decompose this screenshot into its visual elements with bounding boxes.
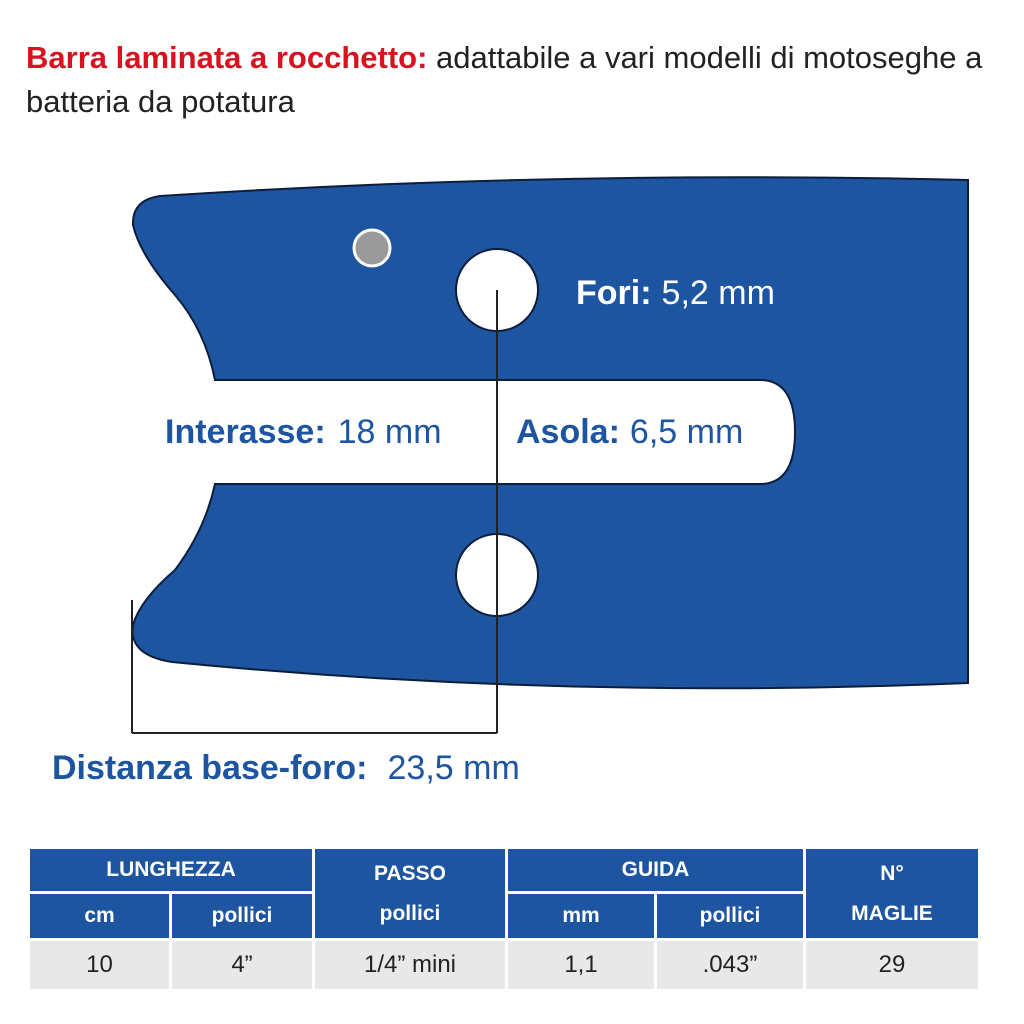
subheader-mm: mm xyxy=(508,894,654,938)
title-rest: adattabile a vari modelli di motoseghe a… xyxy=(26,40,983,119)
svg-text:Distanza base-foro:23,5 mm: Distanza base-foro: 23,5 mm xyxy=(52,749,520,787)
cell-pollici: 4” xyxy=(172,941,312,989)
rivet-dot xyxy=(352,228,392,268)
cell-mm: 1,1 xyxy=(508,941,654,989)
subheader-guida-pollici: pollici xyxy=(657,894,803,938)
svg-text:Asola:6,5 mm: Asola: 6,5 mm xyxy=(516,413,743,451)
dimension-lines xyxy=(131,290,498,734)
spec-table: LUNGHEZZA PASSO pollici GUIDA N° MAGLIE cm… xyxy=(27,846,981,992)
cell-maglie: 29 xyxy=(806,941,978,989)
svg-text:Interasse:18 mm: Interasse: 18 mm xyxy=(165,413,442,451)
cell-passo: 1/4” mini xyxy=(315,941,505,989)
interasse-value: 18 mm xyxy=(338,413,442,451)
header-passo: PASSO pollici xyxy=(315,849,505,938)
guide-bar-shape xyxy=(131,176,969,690)
subheader-passo-pollici: pollici xyxy=(379,901,441,925)
asola-value: 6,5 mm xyxy=(630,413,743,451)
cell-cm: 10 xyxy=(30,941,169,989)
header-n-label: N° xyxy=(880,861,904,885)
distanza-value: 23,5 mm xyxy=(388,749,520,787)
subheader-maglie: MAGLIE xyxy=(851,901,933,925)
cell-guida-pollici: .043” xyxy=(657,941,803,989)
title-bold: Barra laminata a rocchetto: xyxy=(26,40,428,75)
header-guida: GUIDA xyxy=(508,849,803,891)
interasse-label: Interasse: xyxy=(165,413,326,451)
bar-diagram: Fori: 5,2 mm Interasse: 18 mm Asola: 6,5 mm… xyxy=(52,176,969,787)
subheader-cm: cm xyxy=(30,894,169,938)
table-row: 10 4” 1/4” mini 1,1 .043” 29 xyxy=(30,941,978,989)
subheader-lunghezza-pollici: pollici xyxy=(172,894,312,938)
distanza-label: Distanza base-foro: xyxy=(52,749,368,787)
page-title: Barra laminata a rocchetto: adattabile a… xyxy=(26,36,1016,124)
fori-value: 5,2 mm xyxy=(662,274,775,312)
svg-text:Fori:5,2 mm: Fori: 5,2 mm xyxy=(576,274,775,312)
header-maglie: N° MAGLIE xyxy=(806,849,978,938)
asola-label: Asola: xyxy=(516,413,620,451)
fori-label: Fori: xyxy=(576,274,652,312)
header-passo-label: PASSO xyxy=(374,861,446,885)
header-lunghezza: LUNGHEZZA xyxy=(30,849,312,891)
